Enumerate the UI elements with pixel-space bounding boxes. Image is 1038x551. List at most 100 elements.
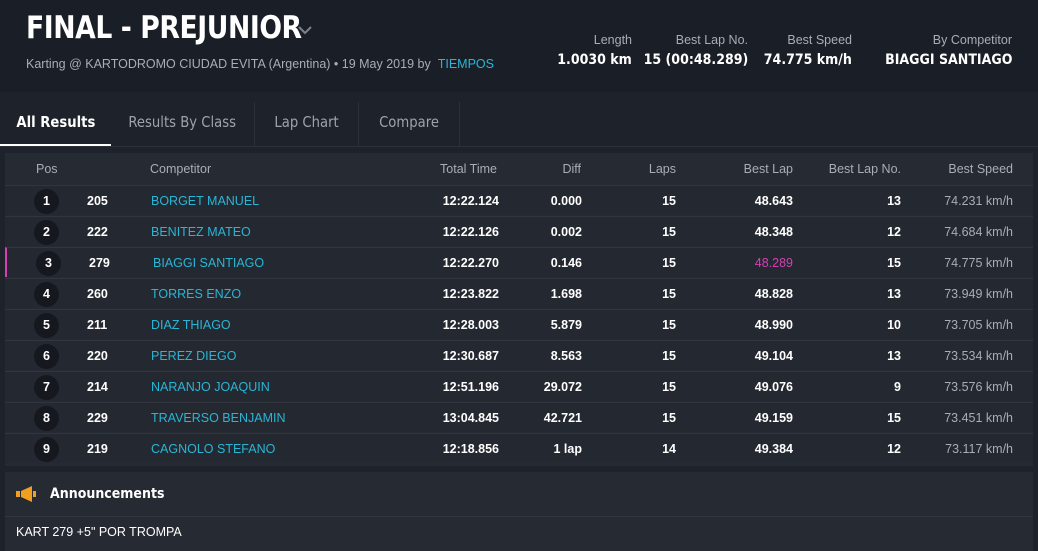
total-time: 12:22.124 (442, 194, 499, 208)
announcements-panel: Announcements KART 279 +5" POR TROMPA (5, 472, 1033, 551)
competitor-name[interactable]: BENITEZ MATEO (151, 225, 251, 239)
kart-number: 229 (87, 411, 108, 425)
tab-all-results[interactable]: All Results (0, 102, 111, 146)
competitor-name[interactable]: TRAVERSO BENJAMIN (151, 411, 286, 425)
diff: 42.721 (543, 411, 582, 425)
diff: 0.002 (550, 225, 582, 239)
best-lap-no: 9 (894, 380, 901, 394)
table-row[interactable]: 3 279 BIAGGI SANTIAGO 12:22.270 0.146 15 48.28… (5, 247, 1033, 277)
stat-best-speed: Best Speed 74.775 km/h (754, 33, 852, 68)
results-table: Pos Competitor Total Time Diff Laps Best… (5, 153, 1033, 466)
chevron-down-icon[interactable] (297, 22, 313, 38)
laps: 15 (662, 256, 676, 270)
tabs-divider (0, 146, 1038, 147)
stat-length: Length 1.0030 km (549, 33, 632, 68)
diff: 8.563 (550, 349, 582, 363)
col-pos[interactable]: Pos (36, 162, 58, 176)
table-row[interactable]: 1 205 BORGET MANUEL 12:22.124 0.000 15 48.643 1… (5, 185, 1033, 215)
session-subtitle: Karting @ KARTODROMO CIUDAD EVITA (Argen… (26, 57, 494, 71)
kart-number: 279 (89, 256, 110, 270)
col-best-lap[interactable]: Best Lap (743, 162, 793, 176)
total-time: 12:22.270 (442, 256, 499, 270)
best-speed: 73.949 km/h (944, 287, 1013, 301)
best-lap-no: 12 (887, 225, 901, 239)
best-lap: 48.990 (754, 318, 793, 332)
col-best-speed[interactable]: Best Speed (948, 162, 1013, 176)
table-row[interactable]: 9 219 CAGNOLO STEFANO 12:18.856 1 lap 14 49.38… (5, 433, 1033, 463)
best-lap: 49.159 (754, 411, 793, 425)
announcements-title: Announcements (50, 486, 165, 502)
competitor-name[interactable]: BORGET MANUEL (151, 194, 260, 208)
table-row[interactable]: 5 211 DIAZ THIAGO 12:28.003 5.879 15 48.990 10 7… (5, 309, 1033, 339)
competitor-name[interactable]: TORRES ENZO (151, 287, 242, 301)
best-lap: 49.076 (754, 380, 793, 394)
best-lap-no: 13 (887, 194, 901, 208)
col-laps[interactable]: Laps (648, 162, 676, 176)
kart-number: 211 (87, 318, 108, 332)
kart-number: 260 (87, 287, 108, 301)
position-badge: 7 (34, 375, 59, 400)
laps: 15 (662, 349, 676, 363)
col-total-time[interactable]: Total Time (440, 162, 497, 176)
diff: 1.698 (550, 287, 582, 301)
stat-best-lap-no-label: Best Lap No. (675, 33, 748, 47)
results-tabs: All Results Results By Class Lap Chart C… (0, 102, 1038, 147)
best-lap: 49.384 (754, 442, 793, 456)
announcements-header: Announcements (5, 472, 1033, 517)
table-row[interactable]: 8 229 TRAVERSO BENJAMIN 13:04.845 42.721 15 49… (5, 402, 1033, 432)
col-competitor[interactable]: Competitor (150, 162, 212, 176)
col-best-lap-no[interactable]: Best Lap No. (828, 162, 901, 176)
laps: 14 (662, 442, 676, 456)
diff: 0.000 (550, 194, 582, 208)
diff: 29.072 (543, 380, 582, 394)
best-speed: 73.451 km/h (944, 411, 1013, 425)
best-lap: 48.828 (754, 287, 793, 301)
organizer-link[interactable]: TIEMPOS (437, 57, 494, 71)
stat-by-competitor: By Competitor BIAGGI SANTIAGO (871, 33, 1012, 68)
position-badge: 5 (34, 313, 59, 338)
best-lap: 48.348 (754, 225, 793, 239)
best-lap: 48.289 (754, 256, 793, 270)
competitor-name[interactable]: DIAZ THIAGO (151, 318, 231, 332)
laps: 15 (662, 194, 676, 208)
table-row[interactable]: 2 222 BENITEZ MATEO 12:22.126 0.002 15 48.348 1… (5, 216, 1033, 246)
best-speed: 74.684 km/h (944, 225, 1013, 239)
total-time: 12:28.003 (442, 318, 499, 332)
diff: 0.146 (550, 256, 582, 270)
stat-best-lap-no: Best Lap No. 15 (00:48.289) (632, 33, 748, 68)
table-header: Pos Competitor Total Time Diff Laps Best… (5, 153, 1033, 185)
best-lap-no: 12 (887, 442, 901, 456)
competitor-name[interactable]: CAGNOLO STEFANO (151, 442, 276, 456)
competitor-name[interactable]: NARANJO JOAQUIN (151, 380, 270, 394)
tab-lap-chart[interactable]: Lap Chart (255, 102, 359, 146)
position-badge: 8 (34, 406, 59, 431)
laps: 15 (662, 318, 676, 332)
best-speed: 73.705 km/h (944, 318, 1013, 332)
total-time: 13:04.845 (442, 411, 499, 425)
position-badge: 6 (34, 344, 59, 369)
competitor-name[interactable]: PEREZ DIEGO (151, 349, 237, 363)
best-speed: 73.576 km/h (944, 380, 1013, 394)
tab-results-by-class[interactable]: Results By Class (111, 102, 255, 146)
table-row[interactable]: 4 260 TORRES ENZO 12:23.822 1.698 15 48.828 13 7… (5, 278, 1033, 308)
diff: 1 lap (553, 442, 583, 456)
laps: 15 (662, 225, 676, 239)
best-lap-no: 13 (887, 349, 901, 363)
col-diff[interactable]: Diff (562, 162, 581, 176)
best-speed: 74.775 km/h (944, 256, 1013, 270)
competitor-name[interactable]: BIAGGI SANTIAGO (153, 256, 265, 270)
megaphone-icon (16, 486, 36, 502)
best-lap: 49.104 (754, 349, 793, 363)
stat-by-competitor-value: BIAGGI SANTIAGO (884, 52, 1012, 68)
total-time: 12:51.196 (442, 380, 499, 394)
position-badge: 4 (34, 282, 59, 307)
total-time: 12:18.856 (442, 442, 499, 456)
table-row[interactable]: 6 220 PEREZ DIEGO 12:30.687 8.563 15 49.104 13 7… (5, 340, 1033, 370)
best-speed: 73.534 km/h (944, 349, 1013, 363)
best-lap-no: 10 (887, 318, 901, 332)
stat-best-lap-no-value: 15 (00:48.289) (643, 52, 748, 68)
best-lap-no: 13 (887, 287, 901, 301)
total-time: 12:22.126 (442, 225, 499, 239)
table-row[interactable]: 7 214 NARANJO JOAQUIN 12:51.196 29.072 15 49.0… (5, 371, 1033, 401)
tab-compare[interactable]: Compare (359, 102, 460, 146)
